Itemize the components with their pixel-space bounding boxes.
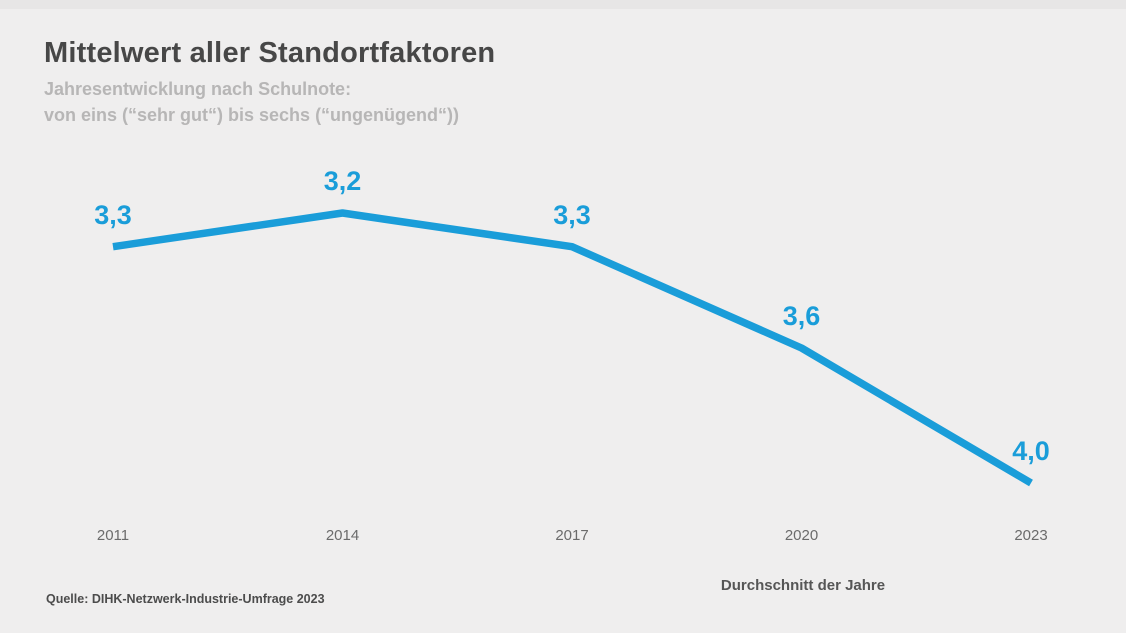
value-label-2014: 3,2 [323,166,362,196]
value-label-2011: 3,3 [94,199,132,230]
trend-line [112,209,1033,487]
chart-subtitle-line1: Jahresentwicklung nach Schulnote: [44,79,352,99]
chart-subtitle-line2: von eins (“sehr gut“) bis sechs (“ungenü… [44,105,460,125]
value-label-2017: 3,3 [553,199,591,230]
source-note: Quelle: DIHK-Netzwerk-Industrie-Umfrage … [46,592,325,606]
value-label-2023: 4,0 [1012,436,1050,466]
xtick-label-2011: 2011 [96,527,130,544]
xaxis-title: Durchschnitt der Jahre [720,577,886,594]
xtick-label-2023: 2023 [1014,527,1048,544]
chart-title: Mittelwert aller Standortfaktoren [44,37,496,69]
chart-subtitle: Jahresentwicklung nach Schulnote: von ei… [44,76,459,128]
xtick-label-2017: 2017 [555,527,589,544]
value-label-2020: 3,6 [782,301,821,331]
xtick-label-2020: 2020 [784,527,819,544]
xtick-label-2014: 2014 [325,527,360,544]
top-edge-strip [0,0,1126,9]
